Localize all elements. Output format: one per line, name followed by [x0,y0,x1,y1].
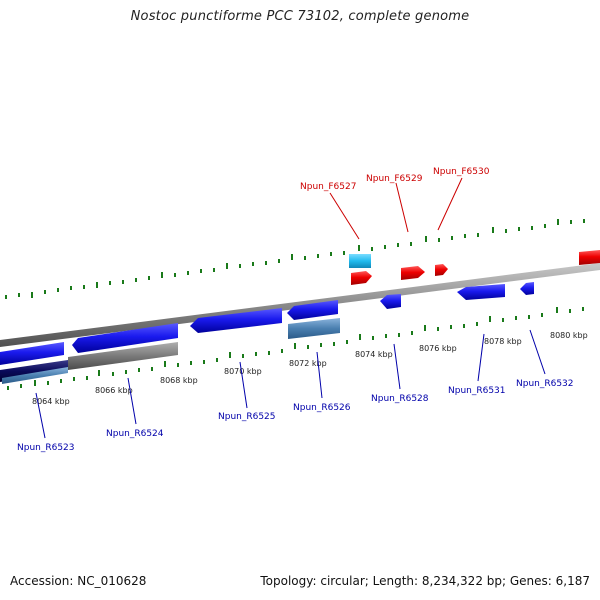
gene-label-reverse[interactable]: Npun_R6524 [106,429,164,439]
gene-feature[interactable] [0,342,64,365]
gene-feature[interactable] [401,266,425,280]
gene-feature[interactable] [190,308,282,333]
gene-label-reverse[interactable]: Npun_R6532 [516,379,574,389]
gene-feature[interactable] [435,264,448,276]
reverse-gene-labels: Npun_R6523 Npun_R6524 Npun_R6525 Npun_R6… [17,329,574,453]
gene-feature[interactable] [380,294,401,309]
gene-feature[interactable] [351,271,372,285]
genome-summary-text: Topology: circular; Length: 8,234,322 bp… [260,574,590,588]
tick-label: 8072 kbp [289,359,327,368]
scale-labels: 8064 kbp 8066 kbp 8068 kbp 8070 kbp 8072… [32,331,588,406]
gene-feature[interactable] [579,250,600,265]
gene-feature[interactable] [287,300,338,320]
tick-label: 8076 kbp [419,344,457,353]
forward-gene-labels: Npun_F6527 Npun_F6529 Npun_F6530 [300,167,490,240]
gene-label-forward[interactable]: Npun_F6530 [433,167,490,177]
tick-label: 8078 kbp [484,337,522,346]
gene-label-reverse[interactable]: Npun_R6525 [218,412,276,422]
tick-label: 8064 kbp [32,397,70,406]
reverse-genes [0,282,534,384]
gene-label-reverse[interactable]: Npun_R6523 [17,443,75,453]
gene-feature[interactable] [68,342,178,370]
forward-tick-track [5,219,585,299]
gene-label-reverse[interactable]: Npun_R6528 [371,394,429,404]
gene-feature[interactable] [2,367,68,384]
scale-tick-track [7,307,584,390]
gene-label-reverse[interactable]: Npun_R6531 [448,386,506,396]
tick-label: 8068 kbp [160,376,198,385]
genome-backbone [0,263,600,347]
tick-label: 8074 kbp [355,350,393,359]
tick-label: 8066 kbp [95,386,133,395]
tick-label: 8080 kbp [550,331,588,340]
gene-feature[interactable] [288,318,340,339]
gene-feature[interactable] [520,282,534,295]
gene-label-forward[interactable]: Npun_F6529 [366,174,423,184]
gene-feature[interactable] [349,254,371,268]
gene-label-reverse[interactable]: Npun_R6526 [293,403,351,413]
gene-feature[interactable] [72,323,178,353]
tick-label: 8070 kbp [224,367,262,376]
gene-label-forward[interactable]: Npun_F6527 [300,182,356,192]
gene-feature[interactable] [457,284,505,300]
forward-genes [349,250,600,285]
genome-title: Nostoc punctiforme PCC 73102, complete g… [130,9,470,24]
accession-text: Accession: NC_010628 [10,574,147,588]
